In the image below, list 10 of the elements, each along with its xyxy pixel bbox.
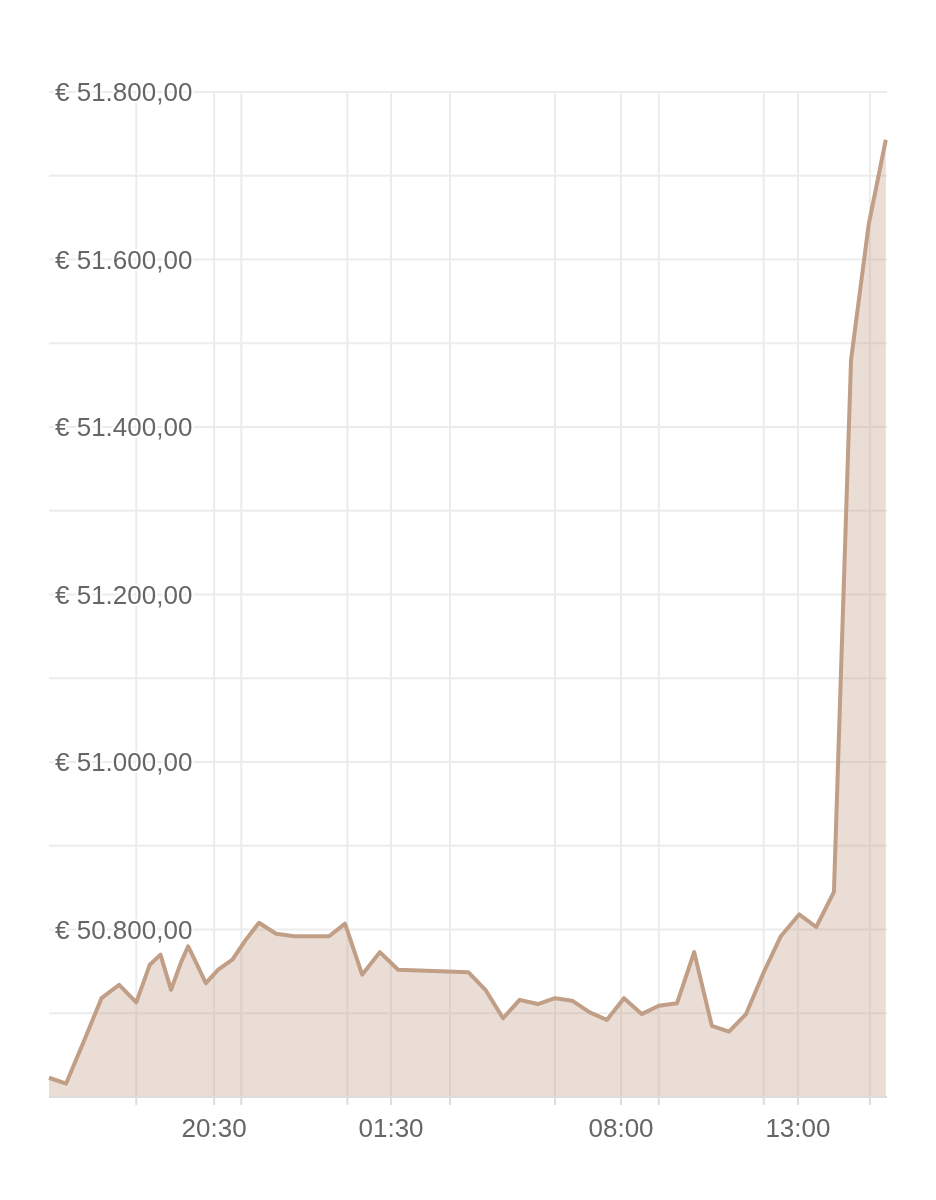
y-tick-label: € 51.600,00 — [55, 244, 193, 275]
y-tick-label: € 50.800,00 — [55, 914, 193, 945]
y-tick-label: € 51.000,00 — [55, 747, 193, 777]
y-tick-label: € 51.800,00 — [55, 77, 193, 107]
x-tick-label: 01:30 — [358, 1113, 424, 1143]
x-tick-label: 20:30 — [181, 1113, 247, 1143]
x-tick-label: 08:00 — [588, 1113, 654, 1143]
x-tick-label: 13:00 — [765, 1113, 831, 1143]
y-tick-label: € 51.400,00 — [55, 412, 193, 442]
y-tick-label: € 51.200,00 — [55, 579, 193, 610]
